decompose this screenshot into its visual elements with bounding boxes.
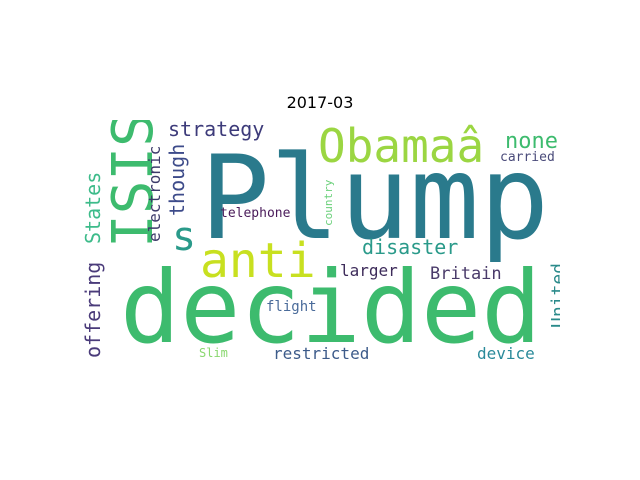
word-carried: carried xyxy=(500,150,555,165)
word-s: s xyxy=(172,214,196,260)
word-offering: offering xyxy=(81,262,105,358)
word-isis: ISIS xyxy=(101,120,166,248)
word-decided: decided xyxy=(120,249,541,360)
word-cloud-canvas: Plump decided Obamaâ ISIS anti s strateg… xyxy=(81,120,560,360)
word-obama: Obamaâ xyxy=(318,120,484,173)
word-britain: Britain xyxy=(430,264,502,284)
word-cloud: Plump decided Obamaâ ISIS anti s strateg… xyxy=(80,120,560,360)
word-states: States xyxy=(81,172,105,244)
word-plump: Plump xyxy=(200,131,549,266)
word-disaster: disaster xyxy=(362,235,458,259)
word-restricted: restricted xyxy=(273,344,369,360)
word-device: device xyxy=(477,344,535,360)
word-slim: Slim xyxy=(199,346,228,360)
word-electronic: electronic xyxy=(145,146,164,242)
word-though: though xyxy=(165,144,189,216)
word-flight: flight xyxy=(266,299,317,315)
word-strategy: strategy xyxy=(168,120,264,141)
word-country: country xyxy=(322,179,335,226)
word-none: none xyxy=(505,129,558,154)
word-united: United xyxy=(548,263,560,328)
word-telephone: telephone xyxy=(220,206,291,221)
word-larger: larger xyxy=(340,261,398,280)
word-dot: . xyxy=(323,250,340,283)
figure-title: 2017-03 xyxy=(286,93,354,112)
word-anti: anti xyxy=(200,233,316,289)
